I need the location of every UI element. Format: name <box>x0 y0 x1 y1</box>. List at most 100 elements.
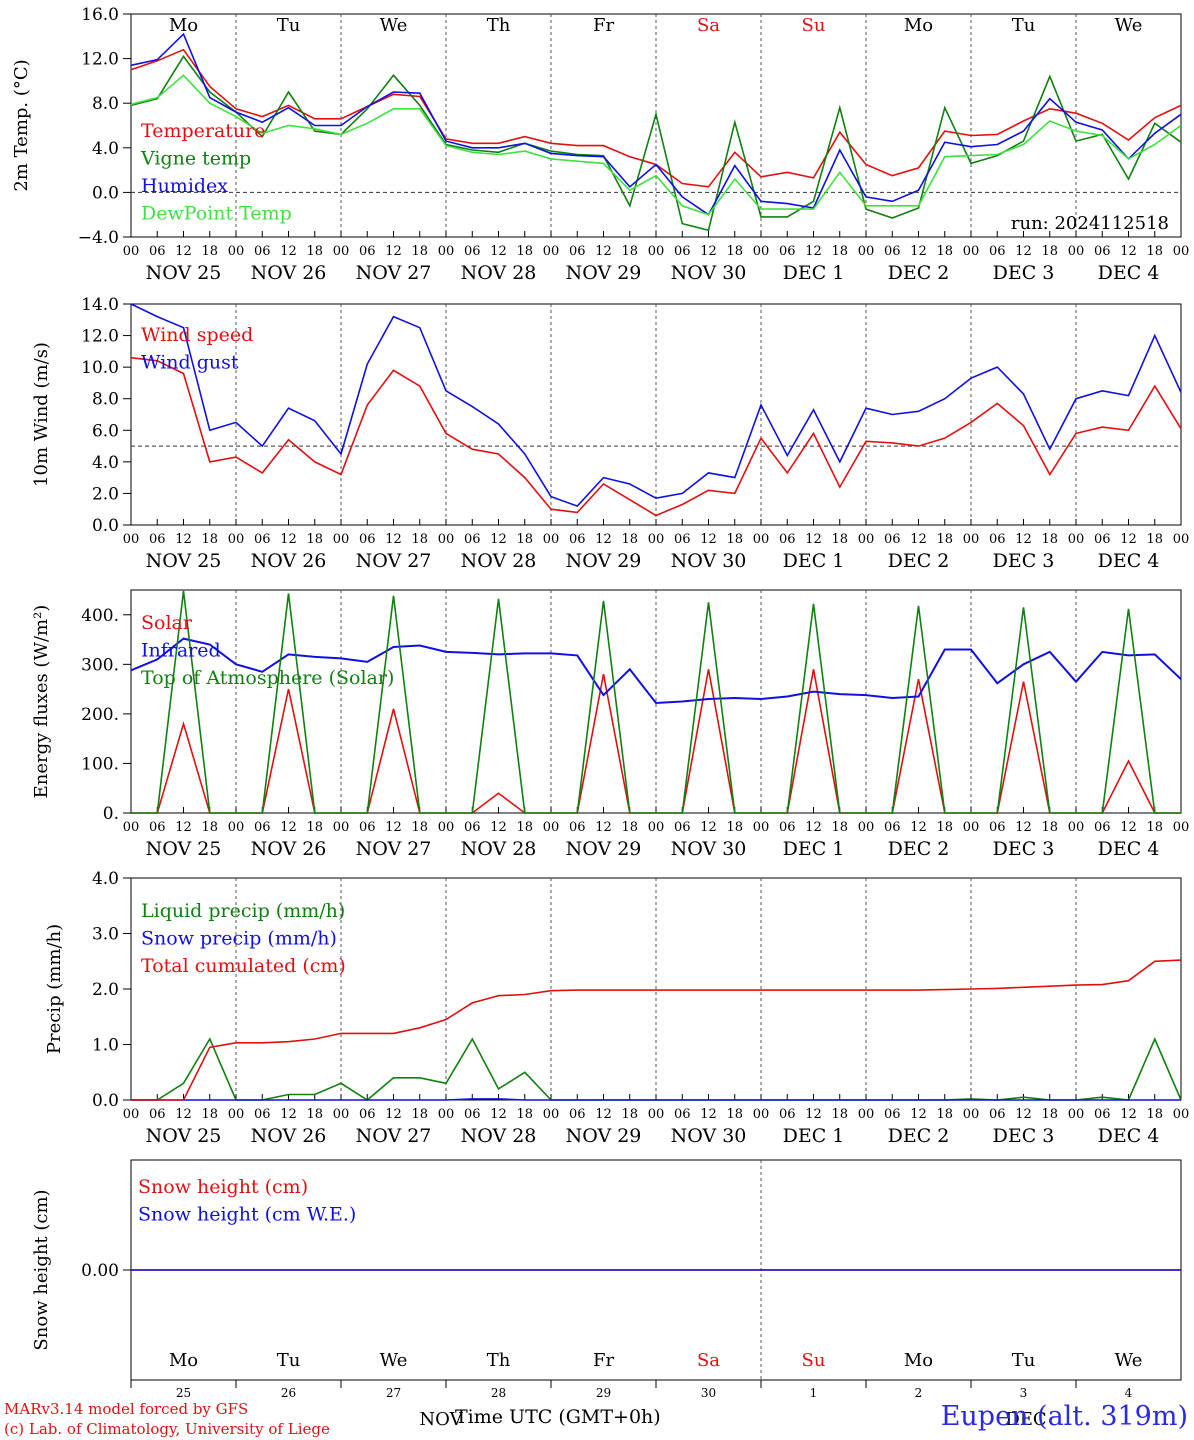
hour-tick-label: 06 <box>779 820 796 835</box>
hour-tick-label: 00 <box>123 244 140 259</box>
hour-tick-label: 06 <box>149 1107 166 1122</box>
y-axis-label: Energy fluxes (W/m²) <box>31 605 52 799</box>
y-tick-label: 200. <box>81 705 119 725</box>
hour-tick-label: 18 <box>411 820 428 835</box>
hour-tick-label: 06 <box>779 532 796 547</box>
date-label: NOV 29 <box>566 550 642 572</box>
hour-tick-label: 18 <box>201 1107 218 1122</box>
hour-tick-label: 12 <box>490 820 507 835</box>
hour-tick-label: 18 <box>621 244 638 259</box>
y-tick-label: 0.0 <box>92 516 119 536</box>
hour-tick-label: 12 <box>175 532 192 547</box>
y-tick-label: 2.0 <box>92 980 119 1000</box>
day-number-label: 4 <box>1125 1386 1133 1400</box>
hour-tick-label: 12 <box>1120 820 1137 835</box>
hour-tick-label: 18 <box>831 532 848 547</box>
hour-tick-label: 00 <box>438 1107 455 1122</box>
hour-tick-label: 00 <box>123 1107 140 1122</box>
hour-tick-label: 06 <box>884 820 901 835</box>
hour-tick-label: 00 <box>543 1107 560 1122</box>
day-name: Tu <box>277 15 301 36</box>
hour-tick-label: 00 <box>333 532 350 547</box>
legend-entry: Liquid precip (mm/h) <box>141 900 345 922</box>
hour-tick-label: 06 <box>989 820 1006 835</box>
y-axis-label: Precip (mm/h) <box>44 924 65 1054</box>
date-label: NOV 26 <box>251 1125 327 1147</box>
hour-tick-label: 12 <box>280 244 297 259</box>
hour-tick-label: 00 <box>648 244 665 259</box>
date-label: DEC 4 <box>1098 550 1160 572</box>
date-label: DEC 2 <box>888 838 950 860</box>
legend-entry: Infrared <box>141 640 221 662</box>
hour-tick-label: 12 <box>385 820 402 835</box>
date-label: NOV 25 <box>146 550 222 572</box>
hour-tick-label: 00 <box>1068 532 1085 547</box>
hour-tick-label: 06 <box>674 820 691 835</box>
month-label: NOV <box>419 1409 463 1430</box>
hour-tick-label: 12 <box>1120 1107 1137 1122</box>
hour-tick-label: 12 <box>280 532 297 547</box>
date-label: NOV 28 <box>461 1125 537 1147</box>
hour-tick-label: 12 <box>595 1107 612 1122</box>
legend-entry: Top of Atmosphere (Solar) <box>141 667 394 689</box>
hour-tick-label: 18 <box>1041 1107 1058 1122</box>
hour-tick-label: 00 <box>1173 1107 1190 1122</box>
day-name: Su <box>802 1350 826 1371</box>
hour-tick-label: 06 <box>149 532 166 547</box>
hour-tick-label: 18 <box>516 820 533 835</box>
hour-tick-label: 12 <box>700 532 717 547</box>
date-label: DEC 1 <box>783 262 845 284</box>
hour-tick-label: 12 <box>385 244 402 259</box>
legend-entry: Snow height (cm W.E.) <box>138 1204 356 1226</box>
hour-tick-label: 12 <box>1120 244 1137 259</box>
day-name: We <box>1115 1350 1143 1371</box>
date-label: NOV 26 <box>251 838 327 860</box>
y-tick-label: 4.0 <box>92 139 119 159</box>
model-credit: MARv3.14 model forced by GFS <box>4 1400 249 1418</box>
day-name: We <box>380 1350 408 1371</box>
day-number-label: 25 <box>176 1386 191 1400</box>
y-tick-label: 0.0 <box>92 183 119 203</box>
hour-tick-label: 12 <box>805 532 822 547</box>
legend-entry: Wind speed <box>141 324 253 346</box>
hour-tick-label: 18 <box>1146 532 1163 547</box>
hour-tick-label: 06 <box>989 244 1006 259</box>
station-name: Eupen (alt. 319m) <box>940 1401 1188 1432</box>
hour-tick-label: 12 <box>595 532 612 547</box>
hour-tick-label: 12 <box>280 820 297 835</box>
hour-tick-label: 18 <box>306 820 323 835</box>
date-label: DEC 2 <box>888 1125 950 1147</box>
y-tick-label: 4.0 <box>92 869 119 889</box>
date-label: NOV 25 <box>146 1125 222 1147</box>
date-label: DEC 3 <box>993 550 1055 572</box>
date-label: NOV 27 <box>356 838 432 860</box>
hour-tick-label: 06 <box>674 1107 691 1122</box>
hour-tick-label: 00 <box>333 820 350 835</box>
day-number-label: 1 <box>810 1386 818 1400</box>
date-label: NOV 28 <box>461 550 537 572</box>
legend-entry: Wind gust <box>141 352 239 374</box>
day-number-label: 28 <box>491 1386 506 1400</box>
hour-tick-label: 18 <box>516 532 533 547</box>
series-line <box>130 356 1182 517</box>
hour-tick-label: 00 <box>228 244 245 259</box>
day-name: Mo <box>169 15 198 36</box>
y-tick-label: 10.0 <box>81 358 119 378</box>
day-number-label: 29 <box>596 1386 611 1400</box>
series-line <box>130 32 1182 216</box>
hour-tick-label: 12 <box>595 820 612 835</box>
date-label: NOV 26 <box>251 262 327 284</box>
hour-tick-label: 00 <box>1173 244 1190 259</box>
hour-tick-label: 06 <box>359 820 376 835</box>
hour-tick-label: 06 <box>674 244 691 259</box>
date-label: NOV 25 <box>146 838 222 860</box>
hour-tick-label: 12 <box>385 1107 402 1122</box>
hour-tick-label: 12 <box>910 1107 927 1122</box>
lab-credit: (c) Lab. of Climatology, University of L… <box>4 1420 330 1438</box>
hour-tick-label: 12 <box>490 244 507 259</box>
hour-tick-label: 06 <box>569 820 586 835</box>
series-line <box>130 74 1182 216</box>
series-line <box>131 959 1182 1101</box>
legend-entry: Humidex <box>141 175 228 197</box>
